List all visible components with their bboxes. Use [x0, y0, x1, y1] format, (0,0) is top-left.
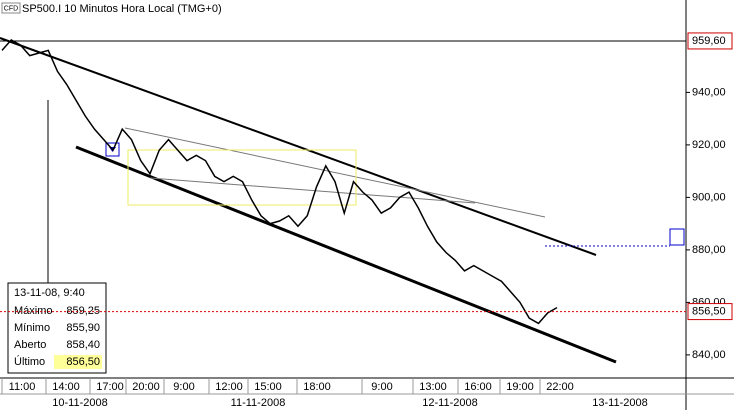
info-box: 13-11-08, 9:40 Máximo 859,25 Mínimo 855,90 A… — [7, 282, 107, 374]
x-tick-label: 16:00 — [464, 381, 492, 393]
price-label: 856,50 — [692, 305, 726, 317]
x-tick-label: 9:00 — [371, 381, 392, 393]
y-tick-label: 940,00 — [692, 86, 726, 98]
price-label-box — [687, 32, 733, 50]
x-tick-label: 18:00 — [303, 381, 331, 393]
date-label: 10-11-2008 — [52, 397, 107, 409]
x-tick-label: 12:00 — [215, 381, 243, 393]
price-label: 959,60 — [692, 35, 726, 47]
info-key: Mínimo — [14, 322, 50, 334]
price-label-box — [687, 303, 733, 321]
y-tick-label: 900,00 — [692, 191, 726, 203]
chart-title: SP500.I 10 Minutos Hora Local (TMG+0) — [22, 3, 222, 15]
info-date: 13-11-08, 9:40 — [14, 287, 85, 299]
x-tick-label: 9:00 — [173, 381, 194, 393]
info-key: Aberto — [14, 339, 46, 351]
info-value: 855,90 — [66, 322, 100, 334]
trend-line — [124, 127, 546, 218]
date-label: 12-11-2008 — [422, 397, 477, 409]
alert-icon[interactable] — [669, 228, 685, 246]
info-highlight — [54, 355, 102, 369]
highlight-box — [127, 149, 357, 206]
x-tick-label: 14:00 — [52, 381, 80, 393]
y-tick-label: 920,00 — [692, 139, 726, 151]
info-key: Máximo — [14, 305, 53, 317]
x-tick-label: 17:00 — [96, 381, 124, 393]
info-value: 859,25 — [66, 305, 100, 317]
info-value: 856,50 — [66, 356, 100, 368]
date-label: 13-11-2008 — [592, 397, 647, 409]
info-key: Último — [14, 355, 45, 368]
x-tick-label: 11:00 — [9, 381, 36, 393]
x-tick-label: 20:00 — [132, 381, 160, 393]
x-tick-label: 22:00 — [546, 381, 574, 393]
x-tick-label: 19:00 — [506, 381, 534, 393]
y-tick-label: 880,00 — [692, 244, 726, 256]
x-tick-label: 13:00 — [419, 381, 447, 393]
trend-line — [75, 145, 617, 364]
x-tick-label: 15:00 — [254, 381, 282, 393]
badge-box — [1, 2, 21, 14]
trend-line — [149, 177, 476, 204]
trend-line — [0, 37, 597, 256]
y-tick-label: 840,00 — [692, 349, 726, 361]
info-value: 858,40 — [66, 339, 100, 351]
badge: CFD — [4, 5, 18, 12]
date-label: 11-11-2008 — [231, 397, 286, 409]
price-line — [1, 38, 558, 325]
